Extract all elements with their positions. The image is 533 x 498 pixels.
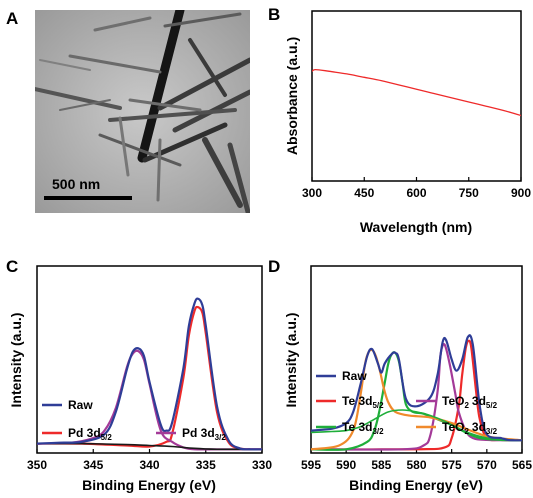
x-tick-label: 450 <box>354 186 374 200</box>
x-tick-label: 750 <box>459 186 479 200</box>
chart-d-x-ticks: 595 590 585 580 575 570 565 <box>301 449 532 472</box>
legend-label: TeO2 3d3/2 <box>442 420 498 436</box>
chart-b-frame <box>311 10 522 182</box>
series-line-raw <box>37 297 262 451</box>
chart-b-ylabel: Absorbance (a.u.) <box>284 37 300 155</box>
scale-bar-label: 500 nm <box>52 176 100 192</box>
chart-c-x-ticks: 350 345 340 335 330 <box>27 449 272 472</box>
legend-label-main: TeO <box>442 394 464 408</box>
chart-c-xlabel: Binding Energy (eV) <box>82 477 216 493</box>
x-tick-label: 300 <box>302 186 322 200</box>
legend-label-tail: 3d <box>472 420 486 434</box>
scale-bar <box>44 196 132 200</box>
x-tick-label: 580 <box>406 458 426 472</box>
x-tick-label: 340 <box>139 458 159 472</box>
chart-d-ylabel: Intensity (a.u.) <box>283 313 299 408</box>
x-tick-label: 345 <box>83 458 103 472</box>
legend-label-subscript: 5/2 <box>486 401 498 410</box>
x-tick-label: 590 <box>336 458 356 472</box>
x-tick-label: 350 <box>27 458 47 472</box>
series-line-background <box>311 409 522 442</box>
legend-label-subscript: 3/2 <box>486 427 498 436</box>
legend-label-subscript: 5/2 <box>101 433 113 442</box>
legend-label-subscript: 2 <box>464 427 469 436</box>
legend-label-tail: 3d <box>472 394 486 408</box>
legend-label-main: TeO <box>442 420 464 434</box>
legend-label: Raw <box>342 369 367 383</box>
series-line-raw <box>311 334 522 442</box>
x-tick-label: 335 <box>196 458 216 472</box>
legend-label-main: Raw <box>342 369 367 383</box>
legend-label-subscript: 2 <box>464 401 469 410</box>
x-tick-label: 600 <box>406 186 426 200</box>
chart-b: 300 450 600 750 900 Wavelength (nm) Absorban… <box>284 10 531 235</box>
tem-image: 500 nm <box>35 10 250 213</box>
chart-d-series <box>311 334 522 451</box>
x-tick-label: 570 <box>477 458 497 472</box>
panel-d-letter: D <box>268 257 280 276</box>
legend-label: Pd 3d3/2 <box>182 426 226 442</box>
x-tick-label: 585 <box>371 458 391 472</box>
legend-label-main: Raw <box>68 398 93 412</box>
chart-c-frame <box>36 265 263 454</box>
x-tick-label: 900 <box>511 186 531 200</box>
legend-label: Te 3d5/2 <box>342 394 384 410</box>
panel-a-letter: A <box>6 9 18 28</box>
chart-b-series <box>312 68 521 117</box>
series-line-background <box>37 442 262 451</box>
x-tick-label: 595 <box>301 458 321 472</box>
legend-label: Raw <box>68 398 93 412</box>
chart-c-series <box>37 297 262 451</box>
x-tick-label: 575 <box>442 458 462 472</box>
legend-label: Te 3d3/2 <box>342 420 384 436</box>
chart-b-x-ticks: 300 450 600 750 900 <box>302 177 531 200</box>
legend-label-main: Te 3d <box>342 420 372 434</box>
chart-b-xlabel: Wavelength (nm) <box>360 219 472 235</box>
legend-label-subscript: 3/2 <box>215 433 227 442</box>
series-line-teo2-3d5-2 <box>311 342 522 451</box>
panel-b-letter: B <box>268 5 280 24</box>
legend-label: TeO2 3d5/2 <box>442 394 498 410</box>
chart-d-xlabel: Binding Energy (eV) <box>349 477 483 493</box>
legend-label-subscript: 5/2 <box>372 401 384 410</box>
legend-label-main: Pd 3d <box>68 426 101 440</box>
panel-c-letter: C <box>6 257 18 276</box>
x-tick-label: 330 <box>252 458 272 472</box>
legend-label: Pd 3d5/2 <box>68 426 112 442</box>
legend-label-main: Te 3d <box>342 394 372 408</box>
series-line-absorbance <box>312 68 521 117</box>
x-tick-label: 565 <box>512 458 532 472</box>
legend-label-main: Pd 3d <box>182 426 215 440</box>
legend-label-subscript: 3/2 <box>372 427 384 436</box>
chart-c-ylabel: Intensity (a.u.) <box>8 313 24 408</box>
